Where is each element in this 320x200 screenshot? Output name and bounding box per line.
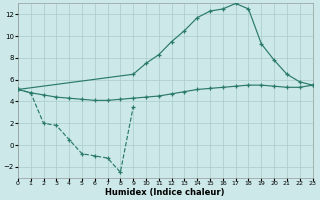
X-axis label: Humidex (Indice chaleur): Humidex (Indice chaleur) (106, 188, 225, 197)
